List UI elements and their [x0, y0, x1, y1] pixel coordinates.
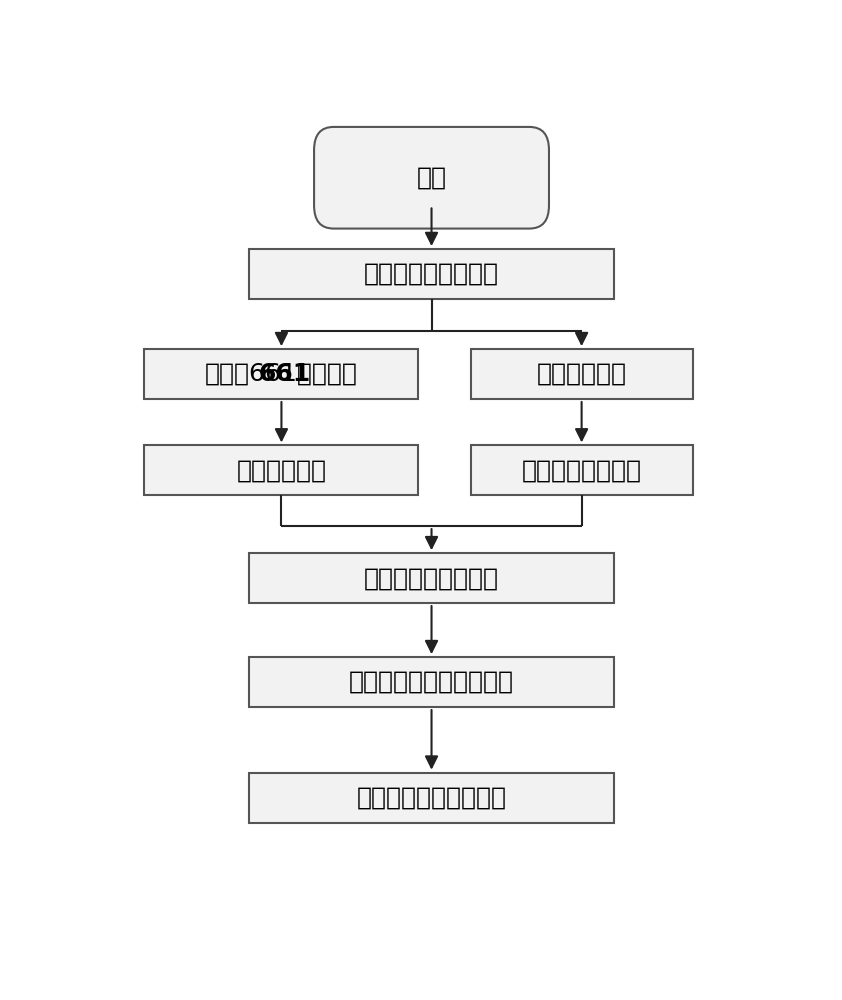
Text: 定义最小可识别单元: 定义最小可识别单元: [364, 566, 499, 590]
Bar: [249, 249, 615, 299]
Text: 661: 661: [258, 362, 311, 386]
Text: 识别可变单元相对位置: 识别可变单元相对位置: [356, 786, 507, 810]
Bar: [145, 445, 418, 495]
Bar: [249, 553, 615, 603]
Bar: [249, 657, 615, 707]
Bar: [145, 349, 418, 399]
Bar: [249, 773, 615, 823]
Bar: [471, 349, 692, 399]
Text: 校验非661显示模型: 校验非661显示模型: [205, 362, 358, 386]
Text: 获取显示信息: 获取显示信息: [237, 458, 327, 482]
Text: 获取窗口部件信息: 获取窗口部件信息: [521, 458, 642, 482]
Text: 校验定义文件: 校验定义文件: [536, 362, 626, 386]
Text: 识别固定最小可识别单元: 识别固定最小可识别单元: [349, 670, 514, 694]
Text: 开始: 开始: [417, 166, 446, 190]
Bar: [471, 445, 692, 495]
Text: 获取模型及定义文件: 获取模型及定义文件: [364, 262, 499, 286]
FancyBboxPatch shape: [314, 127, 549, 229]
